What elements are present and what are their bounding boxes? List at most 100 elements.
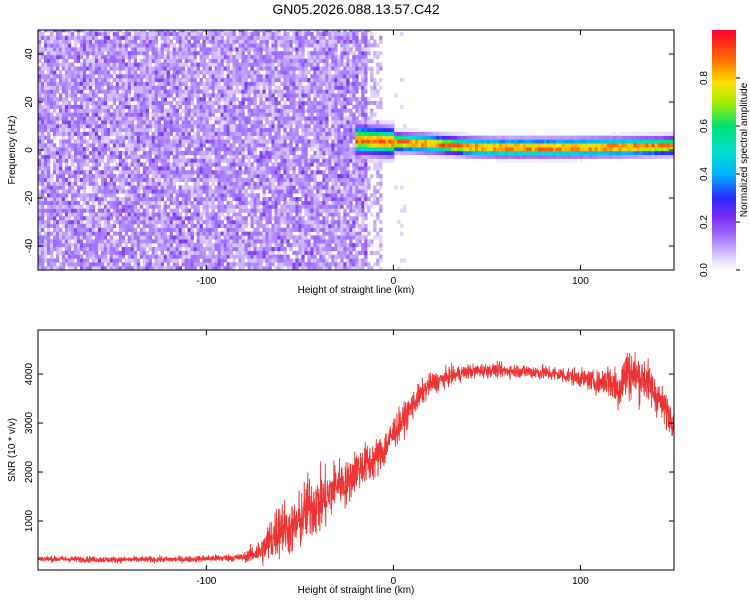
spectrogram-cell [208, 247, 212, 252]
spectrogram-cell [76, 81, 81, 86]
spectrogram-cell [217, 239, 221, 244]
spectrogram-cell [217, 127, 221, 132]
spectrogram-cell [247, 258, 251, 263]
spectrogram-cell [88, 177, 93, 182]
spectrogram-cell [301, 193, 305, 198]
spectrogram-cell [292, 139, 296, 144]
spectrogram-cell [109, 166, 114, 171]
spectrogram-cell [85, 174, 90, 179]
spectrogram-cell [166, 151, 170, 156]
spectrogram-cell [112, 262, 117, 267]
spectrogram-cell [265, 227, 269, 232]
spectrogram-cell [172, 158, 176, 163]
spectrogram-cell [214, 35, 218, 40]
spectrogram-cell [196, 66, 200, 71]
spectrogram-cell [241, 62, 245, 67]
spectrogram-cell [187, 124, 191, 129]
spectrogram-cell [59, 158, 63, 163]
spectrogram-cell [133, 204, 138, 209]
spectrogram-cell [124, 131, 129, 136]
spectrogram-cell [64, 239, 69, 244]
spectrogram-cell [202, 254, 206, 259]
spectrogram-cell [154, 47, 158, 52]
spectrogram-cell [67, 223, 72, 228]
spectrogram-cell [295, 101, 299, 106]
spectrogram-cell [91, 158, 96, 163]
spectrogram-cell [211, 139, 215, 144]
spectrogram-cell [139, 266, 144, 270]
spectrogram-cell [94, 66, 99, 71]
spectrogram-cell [148, 101, 152, 106]
spectrogram-cell [235, 162, 239, 167]
spectrogram-cell [199, 247, 203, 252]
spectrogram-cell [44, 104, 48, 109]
spectrogram-cell [235, 66, 239, 71]
spectrogram-cell [241, 197, 245, 202]
spectrogram-cell [67, 250, 72, 255]
spectrogram-cell [181, 185, 185, 190]
spectrogram-cell [109, 223, 114, 228]
spectrogram-cell [283, 220, 287, 225]
spectrogram-cell [298, 62, 302, 67]
spectrogram-cell [160, 35, 164, 40]
spectrogram-cell [193, 93, 197, 98]
spectrogram-cell [235, 74, 239, 79]
spectrogram-cell [127, 35, 132, 40]
spectrogram-cell [73, 197, 78, 202]
spectrogram-cell [154, 227, 158, 232]
spectrogram-cell [298, 220, 302, 225]
spectrogram-cell [100, 135, 105, 140]
spectrogram-cell [304, 177, 308, 182]
spectrogram-cell [178, 216, 182, 221]
spectrogram-cell [202, 97, 206, 102]
spectrogram-cell [41, 139, 45, 144]
spectrogram-cell [286, 185, 290, 190]
spectrogram-cell [41, 189, 45, 194]
spectrogram-cell [229, 35, 233, 40]
spectrogram-cell [211, 204, 215, 209]
spectrogram-cell [79, 181, 84, 186]
spectrogram-cell [241, 254, 245, 259]
spectrogram-cell [196, 193, 200, 198]
spectrogram-cell [91, 177, 96, 182]
spectrogram-cell [142, 162, 147, 167]
spectrogram-cell [292, 227, 296, 232]
spectrogram-cell [283, 55, 287, 60]
spectrogram-cell [280, 39, 284, 44]
spectrogram-cell [85, 239, 90, 244]
spectrogram-cell [241, 31, 245, 36]
spectrogram-cell [163, 166, 167, 171]
spectrogram-cell [41, 124, 45, 129]
spectrogram-cell [232, 66, 236, 71]
spectrogram-cell [88, 266, 93, 270]
spectrogram-cell [97, 247, 102, 252]
spectrogram-cell [139, 254, 144, 259]
spectrogram-cell [88, 262, 93, 267]
spectrogram-cell [304, 185, 308, 190]
spectrogram-cell [295, 223, 299, 228]
spectrogram-cell [148, 93, 152, 98]
spectrogram-cell [259, 177, 263, 182]
spectrogram-cell [56, 177, 60, 182]
spectrogram-cell [199, 250, 203, 255]
spectrogram-cell [196, 250, 200, 255]
spectrogram-cell [166, 258, 170, 263]
spectrogram-cell [280, 108, 284, 113]
spectrogram-cell [44, 112, 48, 117]
spectrogram-cell [241, 66, 245, 71]
spectrogram-cell [100, 51, 105, 56]
spectrogram-cell [238, 189, 242, 194]
spectrogram-cell [163, 231, 167, 236]
spectrogram-cell [53, 243, 57, 248]
spectrogram-cell [280, 166, 284, 171]
spectrogram-cell [205, 216, 209, 221]
spectrogram-cell [223, 258, 227, 263]
spectrogram-cell [217, 93, 221, 98]
spectrogram-cell [277, 108, 281, 113]
spectrogram-cell [292, 239, 296, 244]
spectrogram-cell [82, 227, 87, 232]
spectrogram-cell [148, 66, 152, 71]
spectrogram-cell [256, 223, 260, 228]
spectrogram-cell [253, 70, 257, 75]
spectrogram-cell [181, 177, 185, 182]
